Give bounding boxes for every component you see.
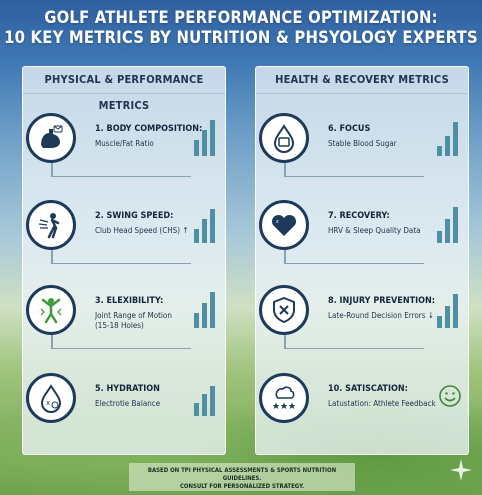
metric-title: 3. ELEXIBILITY: (95, 296, 164, 306)
metric-hydration: x 5. HYDRATION Electrotie Balance (23, 373, 225, 453)
flexed-arm-icon (26, 113, 76, 163)
smiley-face-icon (439, 385, 461, 407)
metric-subtitle: HRV & Sleep Quality Data (328, 226, 421, 235)
shield-x-icon (259, 285, 309, 335)
metric-focus: 6. FOCUS Stable Blood Sugar (256, 113, 468, 193)
connector-line (284, 348, 424, 349)
metric-recovery: z 7. RECOVERY: HRV & Sleep Quality Data (256, 200, 468, 280)
connector-line (51, 335, 53, 349)
metric-subtitle: Joint Range of Motion (15-18 Holes) (95, 311, 172, 330)
panel-heading: PHYSICAL & PERFORMANCE METRICS (23, 67, 225, 112)
metric-subtitle: Late-Round Decision Errors ↓ (328, 311, 434, 320)
svg-text:z: z (276, 219, 279, 225)
bar-graph-icon (194, 380, 216, 416)
bar-graph-icon (194, 207, 216, 243)
bar-graph-icon (437, 292, 459, 328)
metric-title: 5. HYDRATION (95, 384, 160, 394)
bar-graph-icon (437, 207, 459, 243)
metric-title: 1. BODY COMPOSITION: (95, 124, 203, 134)
metric-subtitle: Electrotie Balance (95, 399, 161, 408)
connector-line (284, 263, 424, 264)
connector-line (51, 176, 191, 177)
blood-drop-monitor-icon (259, 113, 309, 163)
health-recovery-panel: HEALTH & RECOVERY METRICS 6. FOCUS Stabl… (255, 66, 469, 455)
metric-title: 8. INJURY PREVENTION: (328, 296, 436, 306)
metric-title: 10. SATISCATION: (328, 384, 408, 394)
connector-line (51, 163, 53, 177)
page-title: GOLF ATHLETE PERFORMANCE OPTIMIZATION: 1… (0, 8, 482, 48)
metric-title: 6. FOCUS (328, 124, 371, 134)
bar-graph-icon (194, 292, 216, 328)
brain-stars-icon (259, 373, 309, 423)
connector-line (51, 348, 191, 349)
bar-graph-icon (194, 120, 216, 156)
stretch-figure-icon (26, 285, 76, 335)
golfer-swing-icon (26, 200, 76, 250)
connector-line (284, 176, 424, 177)
metric-subtitle: Latustation: Athlete Feedback (328, 399, 436, 408)
title-line-2: 10 KEY METRICS BY NUTRITION & PHSYOLOGY … (4, 28, 478, 47)
title-line-1: GOLF ATHLETE PERFORMANCE OPTIMIZATION: (44, 8, 438, 27)
connector-line (51, 250, 53, 264)
connector-line (284, 250, 286, 264)
footer-line-2: CONSULT FOR PERSONALIZED STRATEGY. (179, 483, 305, 490)
metric-subtitle: Stable Blood Sugar (328, 139, 397, 148)
metric-title: 7. RECOVERY: (328, 211, 390, 221)
metric-subtitle: Muscle/Fat Ratio (95, 139, 154, 148)
water-drop-icon: x (26, 373, 76, 423)
metric-satisfaction: 10. SATISCATION: Latustation: Athlete Fe… (256, 373, 468, 453)
metric-flexibility: 3. ELEXIBILITY: Joint Range of Motion (1… (23, 285, 225, 365)
metric-injury-prevention: 8. INJURY PREVENTION: Late-Round Decisio… (256, 285, 468, 365)
metric-title: 2. SWING SPEED: (95, 211, 174, 221)
metric-subtitle: Club Head Speed (CHS) ↑ (95, 226, 189, 235)
footer-note: BASED ON TPI PHYSICAL ASSESSMENTS & SPOR… (129, 463, 355, 491)
metric-body-composition: 1. BODY COMPOSITION: Muscle/Fat Ratio (23, 113, 225, 193)
footer-line-1: BASED ON TPI PHYSICAL ASSESSMENTS & SPOR… (147, 467, 337, 482)
connector-line (284, 335, 286, 349)
connector-line (51, 263, 191, 264)
svg-text:x: x (46, 399, 50, 407)
heart-moon-icon: z (259, 200, 309, 250)
sparkle-icon (450, 459, 472, 481)
bar-graph-icon (437, 120, 459, 156)
physical-performance-panel: PHYSICAL & PERFORMANCE METRICS 1. BODY C… (22, 66, 226, 455)
metric-swing-speed: 2. SWING SPEED: Club Head Speed (CHS) ↑ (23, 200, 225, 280)
panel-heading: HEALTH & RECOVERY METRICS (256, 67, 468, 94)
connector-line (284, 163, 286, 177)
